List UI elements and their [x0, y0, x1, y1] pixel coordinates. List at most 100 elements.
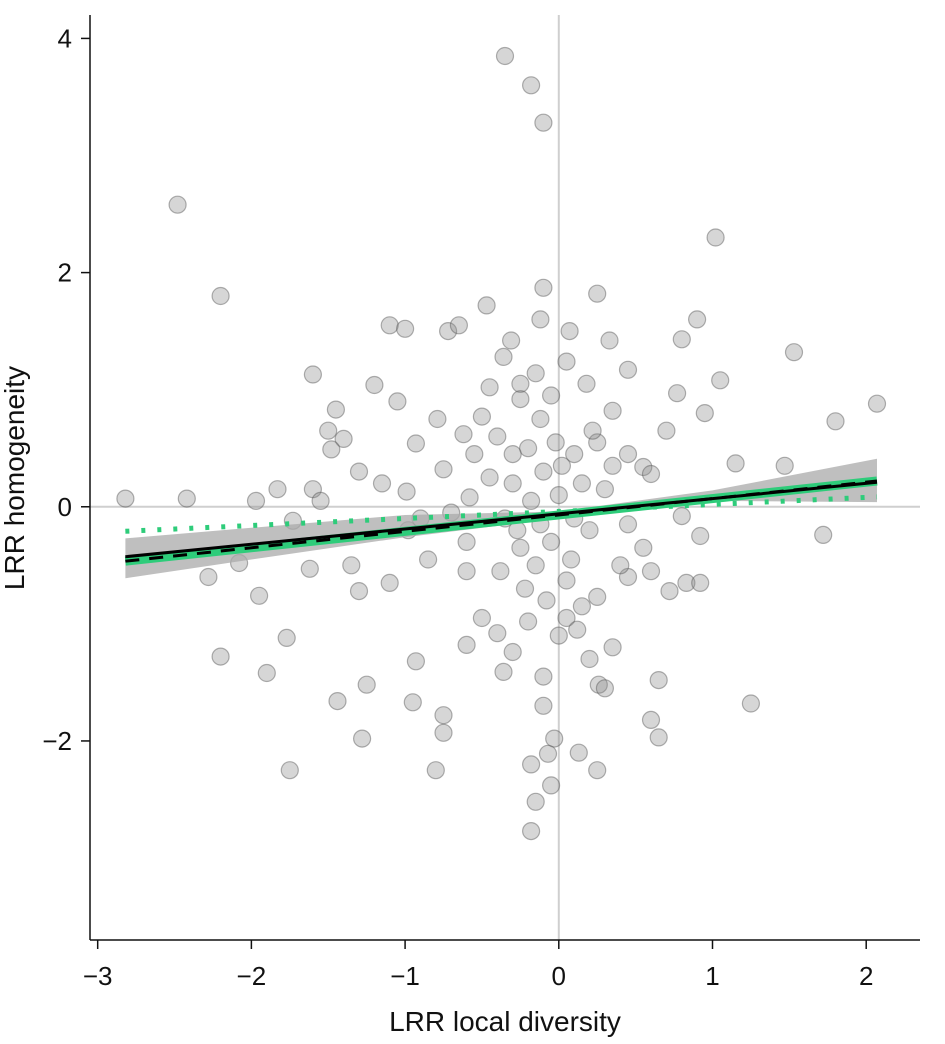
data-point-50: [300, 559, 319, 578]
data-point-148: [503, 445, 522, 464]
data-point-80: [545, 729, 564, 748]
data-point-157: [491, 562, 510, 581]
data-point-112: [480, 378, 499, 397]
data-point-46: [397, 482, 416, 501]
data-point-55: [380, 573, 399, 593]
data-point-109: [460, 488, 479, 507]
data-point-5: [211, 286, 230, 306]
data-point-116: [557, 352, 576, 371]
data-point-118: [603, 401, 622, 420]
data-point-33: [322, 440, 341, 459]
data-point-15: [784, 343, 804, 362]
data-point-136: [531, 409, 550, 429]
scatter-points: [116, 46, 887, 841]
data-point-62: [814, 525, 833, 545]
data-point-159: [511, 374, 530, 393]
data-point-70: [403, 693, 422, 712]
data-point-89: [534, 667, 553, 686]
data-point-85: [541, 776, 561, 795]
data-point-78: [741, 694, 761, 713]
data-point-104: [457, 562, 476, 581]
data-point-130: [480, 468, 499, 487]
data-point-158: [568, 620, 587, 639]
data-point-146: [552, 456, 572, 475]
data-point-134: [595, 480, 615, 499]
regression-fit: [124, 458, 878, 579]
data-point-47: [634, 457, 653, 477]
data-point-40: [177, 489, 196, 508]
data-point-30: [826, 412, 845, 431]
data-point-129: [565, 445, 584, 464]
data-point-42: [268, 480, 287, 499]
data-point-93: [472, 608, 491, 628]
data-point-76: [641, 710, 661, 730]
data-point-90: [494, 662, 513, 682]
data-point-100: [572, 597, 592, 616]
data-point-137: [541, 386, 561, 405]
y-tick-label-3: 4: [58, 23, 72, 53]
data-point-122: [503, 474, 522, 493]
data-point-75: [649, 670, 668, 690]
data-point-52: [199, 567, 218, 587]
x-tick-label-2: −1: [390, 961, 420, 991]
data-point-113: [494, 347, 513, 366]
data-point-24: [388, 392, 407, 411]
data-point-99: [603, 638, 622, 657]
data-point-0: [495, 46, 515, 66]
reference-lines: [90, 15, 920, 940]
data-point-3: [168, 195, 187, 214]
data-point-28: [667, 384, 687, 403]
data-point-144: [457, 532, 476, 552]
data-point-36: [349, 462, 369, 481]
data-point-86: [526, 792, 545, 811]
data-point-98: [595, 679, 615, 698]
data-point-71: [434, 706, 453, 725]
data-point-114: [511, 390, 530, 409]
data-point-101: [557, 571, 576, 590]
data-point-121: [641, 464, 661, 484]
y-tick-label-1: 0: [58, 492, 72, 522]
data-point-110: [454, 425, 473, 444]
data-point-132: [511, 538, 530, 557]
data-point-22: [618, 360, 638, 379]
data-point-135: [580, 521, 599, 540]
data-point-81: [538, 744, 558, 763]
data-point-41: [246, 491, 266, 510]
data-point-102: [588, 587, 607, 607]
data-point-124: [534, 462, 553, 481]
data-point-56: [349, 581, 369, 601]
data-point-66: [328, 691, 347, 711]
data-point-59: [660, 581, 679, 601]
data-point-143: [603, 456, 622, 475]
data-point-34: [406, 434, 425, 453]
data-point-12: [439, 322, 458, 341]
data-point-19: [672, 330, 691, 349]
data-point-14: [560, 322, 579, 341]
data-point-39: [116, 489, 135, 508]
data-point-103: [419, 550, 438, 569]
data-point-58: [691, 573, 710, 593]
data-point-63: [277, 628, 296, 648]
data-point-140: [537, 591, 556, 610]
data-point-108: [434, 460, 453, 479]
data-point-74: [426, 761, 445, 780]
data-point-7: [588, 284, 607, 303]
data-point-138: [488, 427, 507, 446]
data-point-43: [303, 480, 322, 499]
data-point-44: [311, 491, 330, 510]
data-point-1: [521, 76, 541, 95]
data-point-79: [589, 675, 608, 694]
data-point-67: [357, 675, 376, 694]
data-point-32: [334, 429, 353, 448]
accent-dotted-line: [125, 494, 878, 534]
data-point-94: [488, 624, 507, 643]
data-point-147: [546, 433, 565, 452]
data-point-119: [588, 433, 607, 452]
data-point-25: [326, 400, 345, 419]
x-tick-label-0: −3: [83, 961, 113, 991]
data-point-29: [695, 404, 714, 423]
data-point-53: [250, 586, 269, 605]
data-point-82: [521, 755, 541, 774]
data-point-105: [634, 538, 653, 557]
